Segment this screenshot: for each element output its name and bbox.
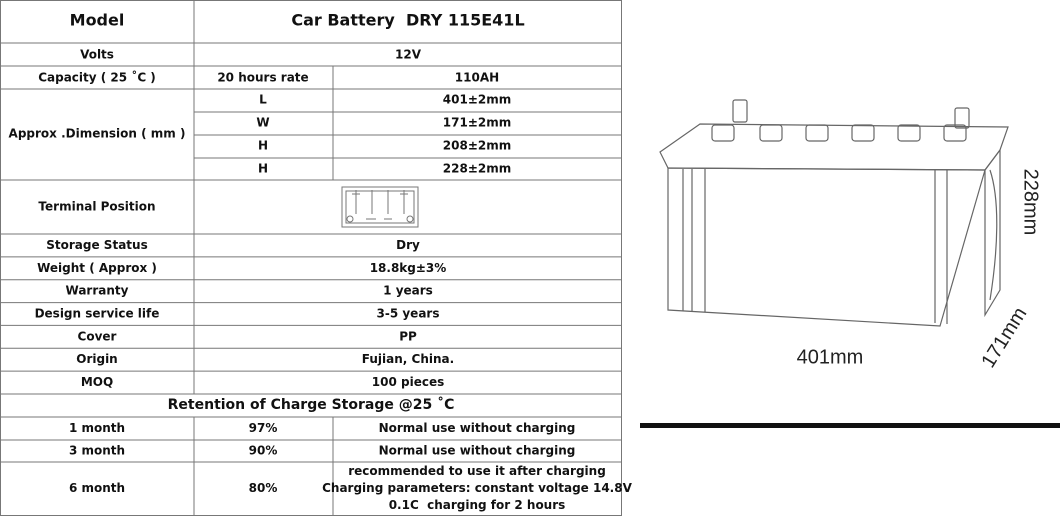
- cell: W: [256, 116, 269, 130]
- cell: Storage Status: [46, 238, 147, 252]
- cell: 80%: [249, 481, 278, 495]
- battery-figure: 401mm 228mm 171mm: [659, 99, 1042, 372]
- cell: Design service life: [35, 307, 160, 321]
- cell: Volts: [80, 48, 114, 62]
- cell: Fujian, China.: [362, 352, 454, 366]
- cell: Cover: [78, 329, 117, 343]
- cell: PP: [399, 329, 417, 343]
- cell: 1 month: [69, 421, 125, 435]
- cell: Capacity ( 25 ˚C ): [38, 70, 156, 85]
- cell: Normal use without charging: [379, 444, 576, 458]
- table-border: [0, 0, 622, 516]
- cell: 20 hours rate: [217, 71, 308, 85]
- rows: Storage Status Dry Weight ( Approx ) 18.8kg…: [0, 238, 622, 395]
- cell: Approx .Dimension ( mm ): [9, 127, 186, 141]
- cell: 0.1C charging for 2 hours: [389, 498, 566, 512]
- cell: Warranty: [66, 284, 129, 298]
- cell: 3-5 years: [377, 307, 440, 321]
- cell: 18.8kg±3%: [370, 261, 447, 275]
- header-label: Model: [70, 11, 125, 30]
- cell: 110AH: [455, 71, 499, 85]
- header-value: Car Battery DRY 115E41L: [291, 11, 524, 30]
- cell: Dry: [396, 238, 420, 252]
- cell: Charging parameters: constant voltage 14…: [322, 481, 632, 495]
- height-label: 228mm: [1020, 169, 1042, 236]
- cell: 97%: [249, 421, 278, 435]
- cell: L: [259, 93, 267, 107]
- cell: Normal use without charging: [379, 421, 576, 435]
- cell: 90%: [249, 444, 278, 458]
- cell: recommended to use it after charging: [348, 464, 606, 478]
- cell: MOQ: [81, 375, 113, 389]
- cell: 228±2mm: [443, 162, 511, 176]
- terminal-icon: [341, 186, 419, 228]
- length-label: 401mm: [797, 346, 864, 368]
- cell: 208±2mm: [443, 139, 511, 153]
- cell: Weight ( Approx ): [37, 261, 157, 275]
- cell: 3 month: [69, 444, 125, 458]
- cell: H: [258, 139, 268, 153]
- cell: 1 years: [383, 284, 433, 298]
- cell: 401±2mm: [443, 93, 511, 107]
- cell: 171±2mm: [443, 116, 511, 130]
- cell: 100 pieces: [372, 375, 444, 389]
- cell: H: [258, 162, 268, 176]
- cell: Origin: [76, 352, 117, 366]
- retention-title: Retention of Charge Storage @25 ˚C: [168, 396, 455, 413]
- divider: [640, 423, 1060, 428]
- cell: Terminal Position: [38, 200, 155, 214]
- cell: 12V: [395, 48, 422, 62]
- spec-table: Model Car Battery DRY 115E41L Volts 12V …: [0, 0, 633, 516]
- retention-rows: 1 month 97% Normal use without charging 3 m…: [0, 416, 633, 512]
- cell: 6 month: [69, 481, 125, 495]
